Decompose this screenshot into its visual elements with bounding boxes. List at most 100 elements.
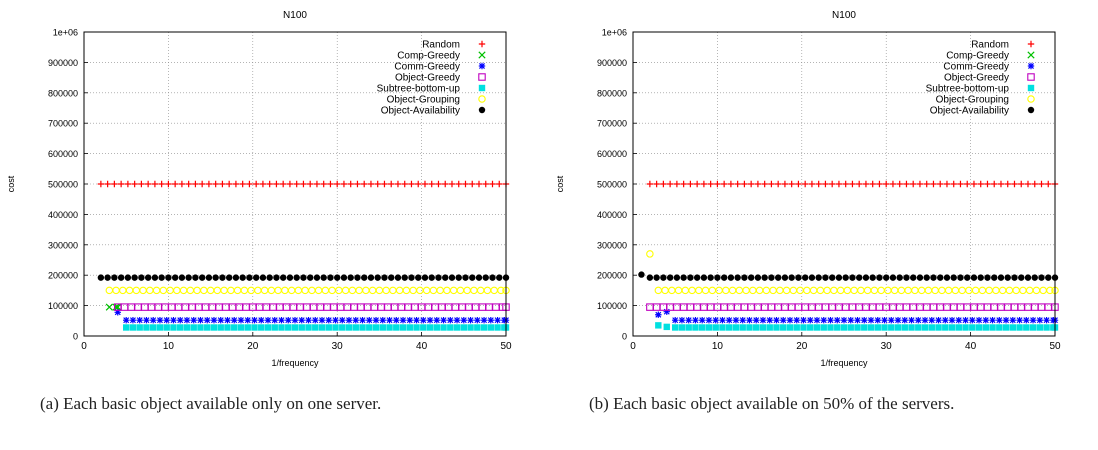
- data-point-object-greedy: [666, 303, 674, 311]
- data-point-random: [394, 180, 402, 188]
- data-point-comm-greedy: [251, 316, 258, 324]
- data-point-comm-greedy: [177, 316, 184, 324]
- data-point-comm-greedy: [955, 316, 962, 324]
- data-point-object-greedy: [289, 303, 298, 311]
- data-point-object-grouping: [132, 286, 141, 295]
- data-point-object-grouping: [789, 286, 798, 295]
- legend-marker: [478, 73, 486, 81]
- data-point-random: [660, 180, 667, 188]
- data-point-object-availability: [266, 274, 273, 281]
- data-point-comm-greedy: [359, 316, 366, 324]
- data-point-subtree-bottom-up: [996, 324, 1003, 331]
- data-point-subtree-bottom-up: [908, 324, 915, 331]
- data-point-object-availability: [306, 274, 314, 281]
- data-point-object-grouping: [490, 286, 498, 295]
- data-point-object-greedy: [916, 303, 924, 311]
- data-point-random: [747, 180, 755, 188]
- data-point-object-availability: [774, 274, 782, 281]
- data-point-object-greedy: [902, 303, 911, 311]
- data-point-object-availability: [219, 274, 226, 281]
- data-point-object-greedy: [417, 303, 426, 311]
- data-point-object-availability: [876, 274, 883, 281]
- data-point-random: [165, 180, 172, 188]
- data-point-comm-greedy: [453, 316, 461, 324]
- data-point-random: [340, 180, 348, 188]
- data-point-object-greedy: [458, 303, 466, 311]
- data-point-object-availability: [138, 274, 145, 281]
- data-point-comm-greedy: [820, 316, 827, 324]
- data-point-subtree-bottom-up: [487, 324, 495, 331]
- chart-title: N100: [283, 10, 307, 21]
- data-point-random: [455, 180, 462, 188]
- data-point-random: [727, 180, 735, 188]
- data-point-comm-greedy: [150, 316, 157, 324]
- data-point-comm-greedy: [258, 316, 265, 324]
- data-point-random: [849, 180, 856, 188]
- data-point-random: [469, 180, 476, 188]
- data-point-random: [781, 180, 789, 188]
- data-point-subtree-bottom-up: [854, 324, 861, 331]
- data-point-object-grouping: [152, 286, 161, 295]
- data-point-comm-greedy: [393, 316, 400, 324]
- data-point-random: [361, 180, 368, 188]
- data-point-object-greedy: [323, 303, 331, 311]
- data-point-random: [1024, 180, 1032, 188]
- data-point-object-grouping: [646, 250, 654, 258]
- data-point-comm-greedy: [325, 316, 332, 324]
- data-point-object-greedy: [1030, 303, 1039, 311]
- data-point-object-greedy: [201, 303, 210, 311]
- data-point-random: [795, 180, 802, 188]
- data-point-comm-greedy: [170, 316, 177, 324]
- data-point-subtree-bottom-up: [874, 324, 881, 331]
- data-point-object-availability: [714, 274, 721, 281]
- data-point-object-availability: [117, 274, 125, 281]
- data-point-object-greedy: [154, 303, 163, 311]
- data-point-object-greedy: [269, 303, 277, 311]
- data-point-object-greedy: [357, 303, 365, 311]
- data-point-comm-greedy: [114, 309, 121, 316]
- data-point-object-availability: [388, 274, 395, 281]
- data-point-object-availability: [666, 274, 674, 281]
- data-point-object-availability: [862, 274, 870, 281]
- data-point-object-grouping: [402, 286, 411, 295]
- data-point-object-grouping: [796, 286, 804, 295]
- data-point-object-availability: [455, 274, 462, 281]
- data-point-object-grouping: [965, 286, 973, 295]
- data-point-object-availability: [768, 274, 775, 281]
- data-point-object-grouping: [904, 286, 912, 295]
- data-point-random: [279, 180, 287, 188]
- data-point-random: [977, 180, 984, 188]
- data-point-comm-greedy: [901, 316, 908, 324]
- data-point-object-availability: [131, 274, 138, 281]
- data-point-comm-greedy: [204, 316, 211, 324]
- data-point-object-grouping: [823, 286, 831, 295]
- data-point-comm-greedy: [1002, 316, 1010, 324]
- data-point-object-grouping: [146, 286, 154, 295]
- data-point-comm-greedy: [224, 316, 231, 324]
- x-tick-label: 50: [1049, 341, 1061, 352]
- data-point-random: [734, 180, 741, 188]
- y-tick-label: 0: [622, 332, 627, 342]
- data-point-object-availability: [747, 274, 755, 281]
- data-point-object-greedy: [411, 303, 419, 311]
- data-point-random: [1011, 180, 1018, 188]
- data-point-object-availability: [741, 274, 748, 281]
- data-point-subtree-bottom-up: [156, 324, 164, 331]
- data-point-random: [313, 180, 321, 188]
- data-point-object-availability: [1018, 274, 1025, 281]
- data-point-object-grouping: [470, 286, 478, 295]
- data-point-object-grouping: [362, 286, 370, 295]
- data-point-object-greedy: [478, 303, 487, 311]
- data-point-subtree-bottom-up: [692, 324, 699, 331]
- data-point-object-grouping: [159, 286, 168, 295]
- data-point-random: [943, 180, 951, 188]
- data-point-object-greedy: [659, 303, 668, 311]
- legend-label: Comm-Greedy: [943, 62, 1009, 73]
- data-point-object-greedy: [249, 303, 257, 311]
- data-point-object-greedy: [787, 303, 796, 311]
- data-point-random: [869, 180, 876, 188]
- data-point-comm-greedy: [291, 316, 299, 324]
- data-point-object-greedy: [889, 303, 897, 311]
- data-point-random: [354, 180, 361, 188]
- data-point-random: [232, 180, 240, 188]
